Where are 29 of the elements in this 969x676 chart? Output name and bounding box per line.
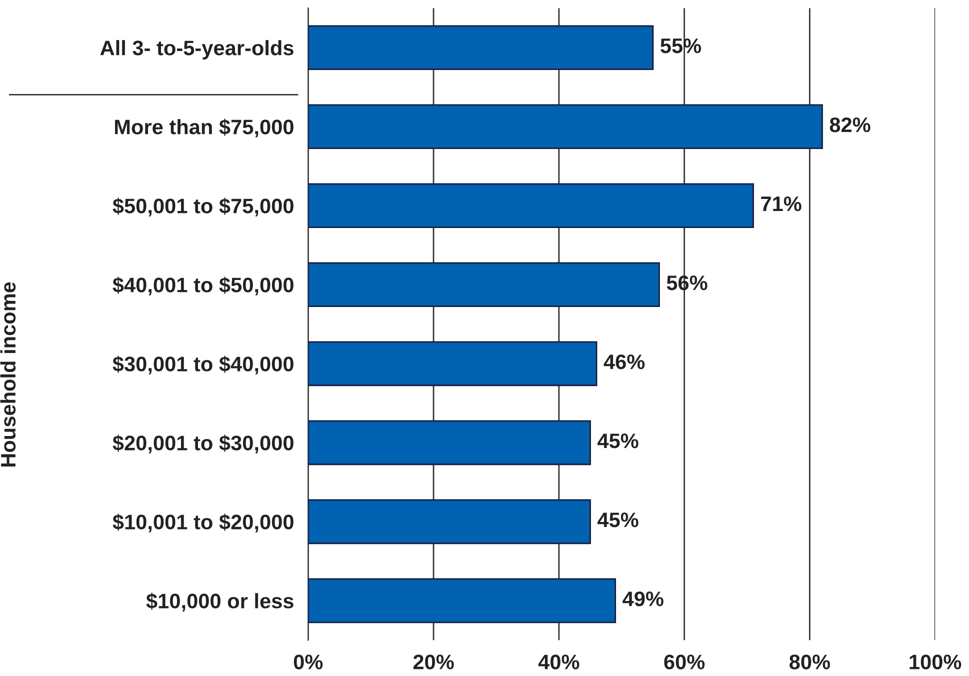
y-tick-label: $10,001 to $20,000 <box>112 514 294 532</box>
y-axis-title: Household income <box>0 282 16 466</box>
data-label: 49% <box>622 592 664 606</box>
data-label: 71% <box>761 196 802 212</box>
bar <box>308 499 591 544</box>
bar <box>308 578 616 624</box>
bar <box>308 183 754 228</box>
bar <box>308 104 823 150</box>
x-tick-label: 20% <box>413 654 454 670</box>
data-label: 46% <box>604 354 645 370</box>
data-label: 45% <box>598 434 638 448</box>
bar <box>308 25 654 70</box>
x-tick-label: 0% <box>294 654 323 670</box>
x-tick-label: 40% <box>538 654 580 670</box>
y-tick-label: $10,000 or less <box>146 592 294 612</box>
y-tick-label: $30,001 to $40,000 <box>112 356 294 374</box>
y-tick-label: $40,001 to $50,000 <box>112 276 294 296</box>
y-tick-label: $20,001 to $30,000 <box>112 434 294 454</box>
data-label: 82% <box>830 117 870 132</box>
x-tick-label: 100% <box>910 654 962 670</box>
x-tick-label: 80% <box>790 654 830 670</box>
bar <box>308 262 660 308</box>
data-label: 45% <box>598 512 638 528</box>
y-tick-label: $50,001 to $75,000 <box>112 198 294 216</box>
y-tick-label: All 3- to-5-year-olds <box>100 40 294 60</box>
bar <box>308 420 591 466</box>
bar <box>308 341 598 386</box>
x-tick-label: 60% <box>664 654 705 670</box>
y-tick-label: More than $75,000 <box>115 118 294 138</box>
